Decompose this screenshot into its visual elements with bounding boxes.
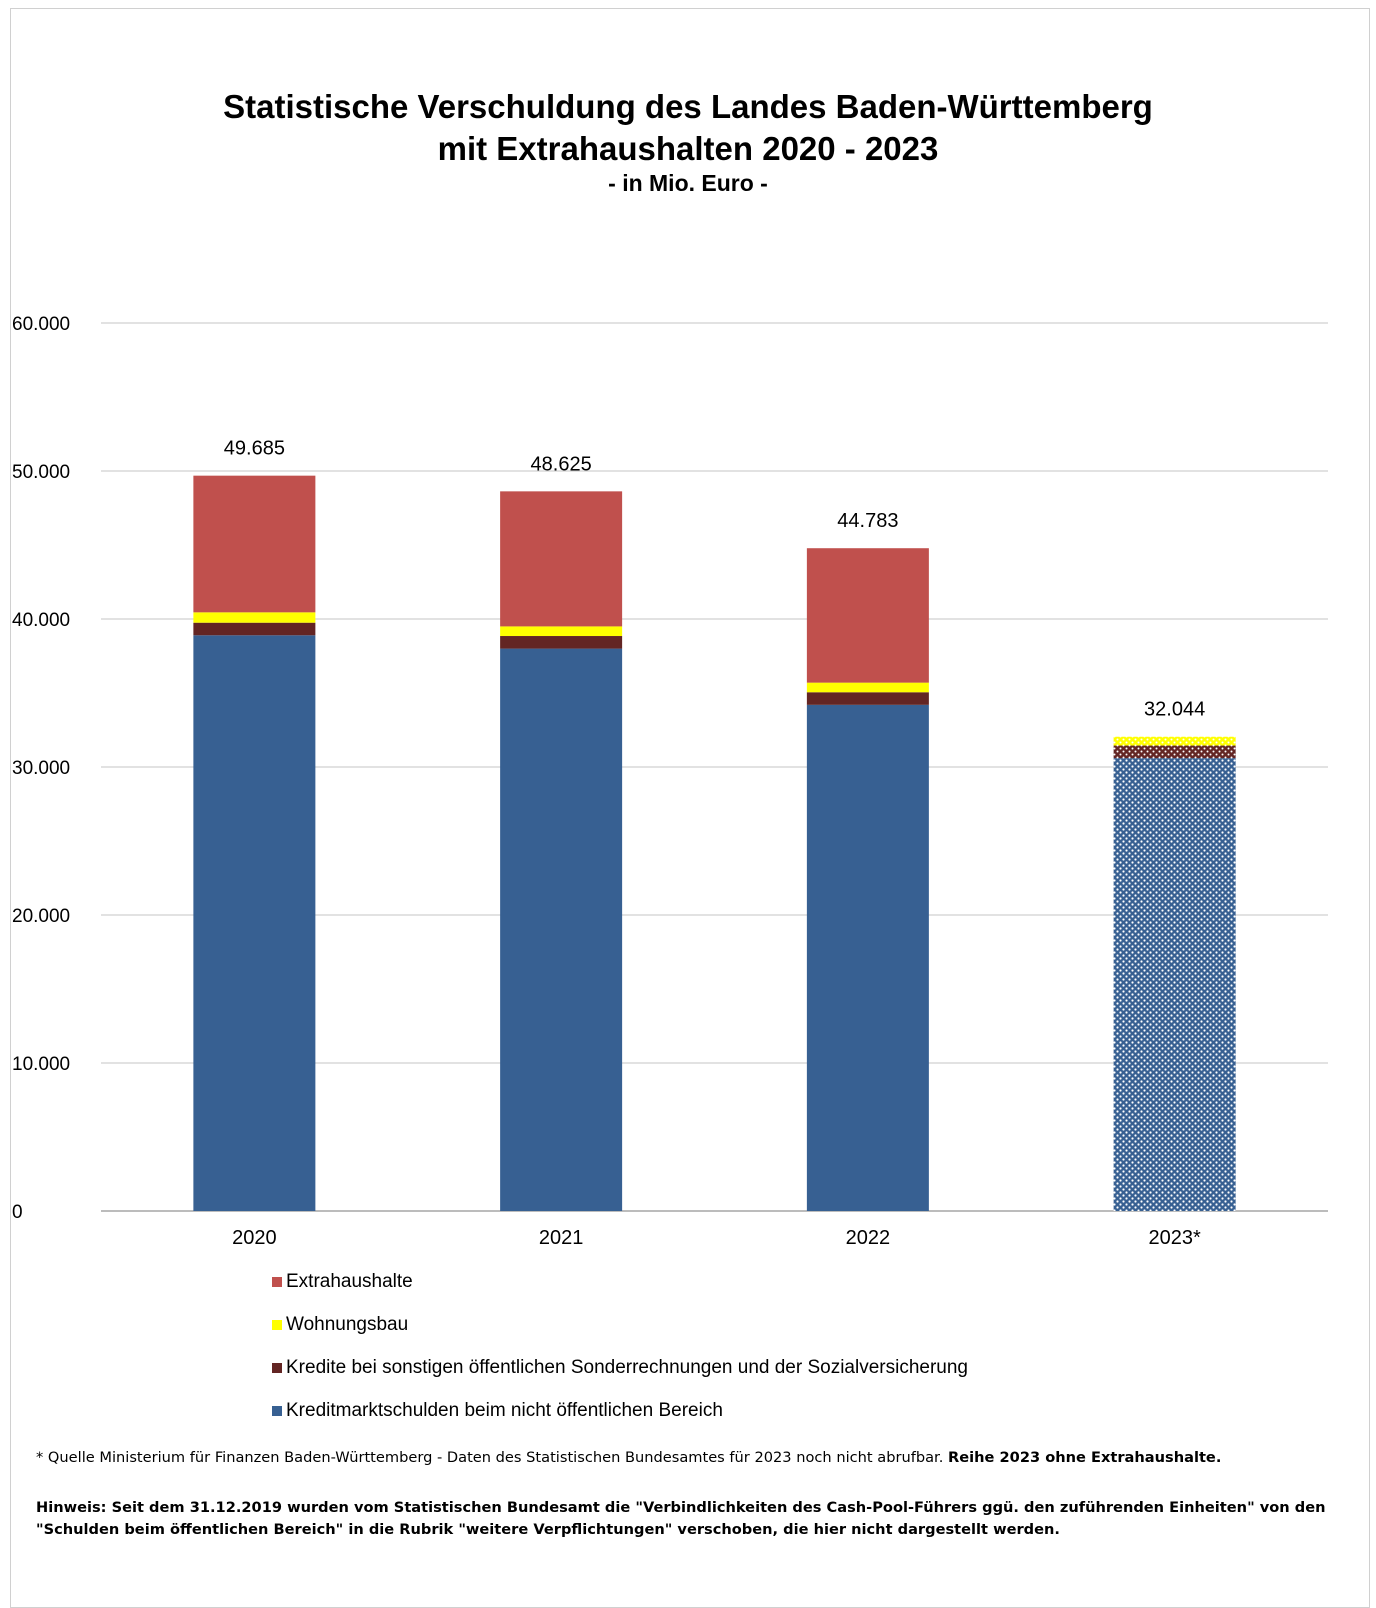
bar-segment <box>500 636 623 649</box>
legend-item-wohnungsbau: Wohnungsbau <box>272 1313 408 1337</box>
y-tick-label: 50.000 <box>12 462 70 483</box>
y-tick-label: 0 <box>12 1202 23 1223</box>
y-tick-label: 60.000 <box>12 314 70 335</box>
legend-swatch-wohnungsbau <box>272 1320 282 1330</box>
source-footnote: * Quelle Ministerium für Finanzen Baden-… <box>36 1447 1221 1469</box>
legend-label-kreditmarktschulden: Kreditmarktschulden beim nicht öffentlic… <box>286 1400 723 1421</box>
bar-segment <box>806 682 929 693</box>
chart-subtitle: - in Mio. Euro - <box>608 170 768 196</box>
bar-segment <box>1113 745 1236 759</box>
legend-swatch-kreditmarktschulden <box>272 1406 282 1416</box>
chart-title: Statistische Verschuldung des Landes Bad… <box>223 88 1153 125</box>
y-tick-label: 30.000 <box>12 758 70 779</box>
y-tick-label: 20.000 <box>12 906 70 927</box>
total-data-label: 48.625 <box>531 453 592 475</box>
legend-label-kredite: Kredite bei sonstigen öffentlichen Sonde… <box>286 1357 968 1378</box>
total-data-label: 49.685 <box>224 438 285 460</box>
bar-segment <box>1113 758 1236 1211</box>
x-tick-label: 2022 <box>846 1227 891 1249</box>
footnote-bold: Reihe 2023 ohne Extrahaushalte. <box>948 1449 1222 1466</box>
bar-segment <box>500 648 623 1211</box>
legend-item-kredite: Kredite bei sonstigen öffentlichen Sonde… <box>272 1356 968 1380</box>
legend-label-extrahaushalte: Extrahaushalte <box>286 1271 413 1292</box>
hint-note: Hinweis: Seit dem 31.12.2019 wurden vom … <box>36 1499 1326 1538</box>
bar-segment <box>806 692 929 705</box>
legend-label-wohnungsbau: Wohnungsbau <box>286 1314 409 1335</box>
chart-title-line2: mit Extrahaushalten 2020 - 2023 <box>437 130 939 167</box>
bar-segment <box>193 612 316 623</box>
bar-segment <box>806 704 929 1211</box>
bar-segment <box>500 491 623 627</box>
x-tick-label: 2020 <box>232 1227 277 1249</box>
footnote-text: * Quelle Ministerium für Finanzen Baden-… <box>36 1449 948 1466</box>
y-tick-label: 10.000 <box>12 1054 70 1075</box>
bar-segment <box>193 622 316 636</box>
y-tick-label: 40.000 <box>12 610 70 631</box>
x-tick-label: 2023* <box>1148 1227 1200 1249</box>
legend-swatch-kredite <box>272 1363 282 1373</box>
legend-swatch-extrahaushalte <box>272 1277 282 1287</box>
stacked-bar-chart: 0 10.000 20.000 30.000 40.000 50.000 60.000 49.… <box>12 314 1328 1249</box>
bar-segment <box>193 475 316 613</box>
bar-segment <box>193 635 316 1211</box>
legend-item-kreditmarktschulden: Kreditmarktschulden beim nicht öffentlic… <box>272 1399 723 1423</box>
bar-segment <box>806 548 929 683</box>
total-data-label: 32.044 <box>1144 699 1205 721</box>
legend-item-extrahaushalte: Extrahaushalte <box>272 1270 413 1294</box>
x-tick-label: 2021 <box>539 1227 584 1249</box>
total-data-label: 44.783 <box>837 510 898 532</box>
bar-segment <box>500 626 623 637</box>
bar-segment <box>1113 736 1236 746</box>
